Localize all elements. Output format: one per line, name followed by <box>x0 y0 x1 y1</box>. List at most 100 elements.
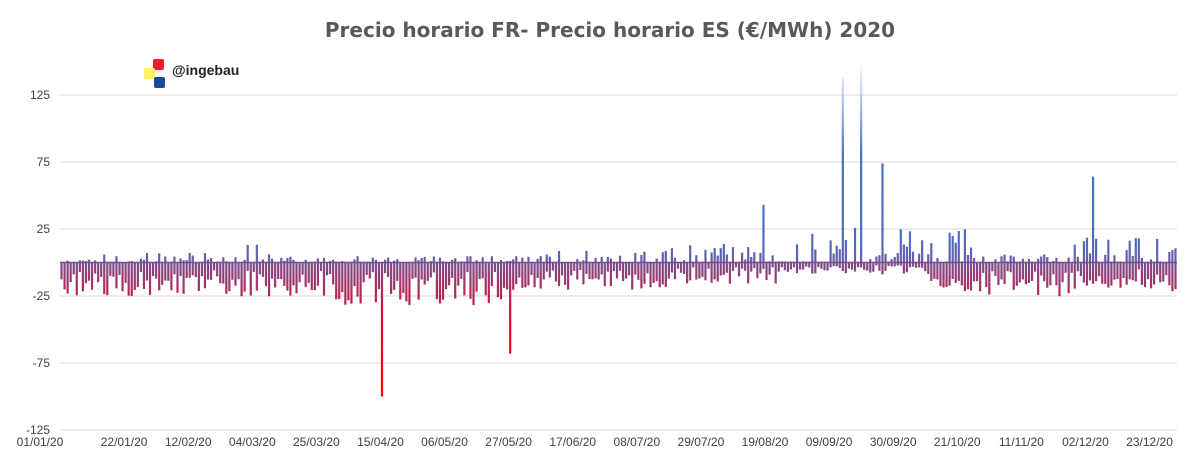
bar-neg-35 <box>167 262 170 281</box>
bar-neg-298 <box>969 262 973 291</box>
bar-pos-255 <box>838 249 841 263</box>
bar-neg-240 <box>792 262 796 268</box>
bar-pos-270 <box>884 253 887 263</box>
bar-pos-253 <box>832 253 835 263</box>
bar-neg-365 <box>1174 262 1177 290</box>
bar-neg-323 <box>1046 262 1049 288</box>
bar-pos-157 <box>539 256 542 263</box>
bar-neg-187 <box>631 262 634 290</box>
bar-pos-18 <box>115 256 118 263</box>
bar-neg-100 <box>365 262 368 275</box>
bar-pos-268 <box>878 255 881 263</box>
bar-pos-102 <box>371 257 374 263</box>
y-tick-label-5: -125 <box>26 423 50 437</box>
bar-pos-278 <box>908 231 912 263</box>
bar-neg-279 <box>911 262 915 267</box>
bar-neg-154 <box>530 262 533 276</box>
bar-neg-334 <box>1079 262 1082 277</box>
bar-neg-118 <box>420 262 423 280</box>
bar-pos-365 <box>1174 248 1177 263</box>
bar-pos-122 <box>432 256 435 263</box>
bar-pos-134 <box>469 256 472 263</box>
bar-pos-213 <box>710 252 713 263</box>
bar-neg-3 <box>69 262 72 283</box>
bar-neg-217 <box>722 262 725 275</box>
bar-neg-218 <box>725 262 728 273</box>
bar-neg-228 <box>756 262 759 279</box>
bar-pos-76 <box>292 259 295 263</box>
bar-neg-62 <box>249 262 252 296</box>
bar-pos-276 <box>902 244 905 263</box>
bar-pos-217 <box>722 243 725 263</box>
bar-neg-18 <box>115 262 118 289</box>
bar-pos-180 <box>609 258 612 263</box>
bar-neg-103 <box>374 262 377 303</box>
bar-neg-179 <box>606 262 609 272</box>
bar-neg-166 <box>567 262 570 290</box>
bar-neg-232 <box>768 262 771 275</box>
bar-neg-32 <box>158 262 161 291</box>
bar-neg-63 <box>252 262 255 272</box>
bar-neg-237 <box>783 262 786 271</box>
bar-neg-147 <box>509 262 512 354</box>
bar-neg-223 <box>741 262 744 269</box>
bar-neg-290 <box>945 262 948 287</box>
bar-neg-152 <box>524 262 527 288</box>
bar-pos-345 <box>1113 255 1116 263</box>
bar-pos-351 <box>1131 255 1134 263</box>
bar-pos-216 <box>719 248 722 263</box>
bar-pos-208 <box>695 255 698 263</box>
bar-neg-181 <box>612 262 616 272</box>
bar-neg-111 <box>399 262 402 300</box>
bar-pos-48 <box>206 259 210 263</box>
bar-pos-309 <box>1003 254 1006 263</box>
bar-pos-129 <box>454 258 457 263</box>
bar-pos-241 <box>795 244 799 263</box>
bar-pos-6 <box>78 260 81 263</box>
bar-neg-79 <box>301 262 304 275</box>
bar-pos-321 <box>1040 256 1043 263</box>
bar-neg-359 <box>1156 262 1159 275</box>
bar-neg-196 <box>658 262 661 288</box>
bar-neg-263 <box>863 262 866 270</box>
bar-pos-204 <box>683 260 686 263</box>
bar-pos-257 <box>844 239 847 263</box>
bar-neg-221 <box>734 262 738 268</box>
bar-neg-299 <box>972 262 976 282</box>
bar-pos-169 <box>576 259 579 263</box>
bar-neg-110 <box>396 262 399 281</box>
bar-pos-141 <box>490 256 493 263</box>
bar-neg-4 <box>72 262 75 275</box>
bar-neg-213 <box>710 262 713 283</box>
bar-pos-144 <box>499 259 503 263</box>
bar-neg-314 <box>1018 262 1021 283</box>
bar-neg-34 <box>164 262 167 281</box>
bar-neg-324 <box>1049 262 1052 286</box>
bar-neg-224 <box>744 262 747 271</box>
bar-neg-300 <box>976 262 979 282</box>
bar-pos-226 <box>750 256 753 263</box>
bar-neg-23 <box>130 262 133 297</box>
bar-pos-317 <box>1027 258 1031 263</box>
bar-neg-135 <box>472 262 475 306</box>
bar-neg-186 <box>628 262 631 276</box>
bar-neg-92 <box>341 262 344 293</box>
bar-neg-99 <box>362 262 365 283</box>
bar-neg-82 <box>310 262 313 290</box>
bar-neg-114 <box>408 262 411 305</box>
bar-neg-8 <box>84 262 88 284</box>
bar-neg-296 <box>963 262 966 291</box>
bar-neg-185 <box>625 262 628 279</box>
bar-neg-291 <box>948 262 951 286</box>
bar-neg-236 <box>780 262 783 268</box>
bar-neg-116 <box>414 262 417 278</box>
x-tick-label-17: 23/12/20 <box>1126 435 1173 449</box>
bar-pos-260 <box>853 227 857 263</box>
bar-neg-20 <box>121 262 124 292</box>
bar-pos-86 <box>322 257 326 263</box>
bar-neg-24 <box>133 262 136 291</box>
bar-neg-256 <box>841 262 844 272</box>
bar-neg-74 <box>286 262 289 291</box>
bar-neg-83 <box>313 262 316 291</box>
bar-pos-109 <box>393 260 396 263</box>
